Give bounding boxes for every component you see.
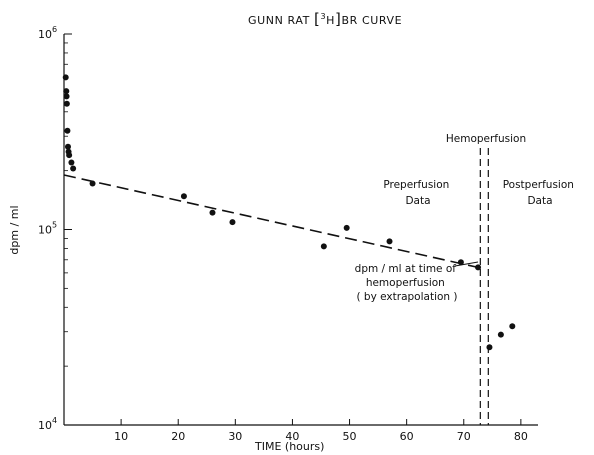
chart-title: GUNN RAT [3H]BR CURVE [248, 10, 402, 28]
x-axis-title: TIME (hours) [254, 440, 324, 453]
extrapolation-note-line1: dpm / ml at time of [355, 263, 457, 275]
hemoperfusion-lines-group [479, 148, 489, 425]
preperfusion-point [475, 264, 482, 271]
preperfusion-point [68, 159, 75, 166]
x-tick-label: 70 [457, 430, 471, 443]
preperfusion-point [386, 238, 393, 245]
preperfusion-point [180, 193, 187, 200]
x-tick-label: 60 [400, 430, 414, 443]
x-tick-label: 20 [171, 430, 185, 443]
preperfusion-point [209, 209, 216, 216]
preperfusion-point [229, 219, 236, 226]
postperfusion-point [509, 323, 516, 330]
preperfusion-point [343, 224, 350, 231]
x-tick-label: 40 [285, 430, 299, 443]
fit-line [63, 174, 479, 269]
y-tick-label: 104 [38, 416, 57, 432]
hemoperfusion-label: Hemoperfusion [446, 133, 526, 145]
fit-line-group [63, 174, 479, 269]
postperfusion-label-line2: Data [527, 195, 552, 207]
preperfusion-label-line2: Data [405, 195, 430, 207]
preperfusion-label: Preperfusion Data [383, 179, 452, 207]
x-tick-label: 10 [114, 430, 128, 443]
extrapolation-note-line3: ( by extrapolation ) [357, 291, 458, 303]
extrapolation-note: dpm / ml at time of hemoperfusion ( by e… [355, 263, 460, 303]
preperfusion-point [70, 165, 77, 172]
extrapolation-pointer [454, 261, 479, 267]
x-tick-label: 50 [343, 430, 357, 443]
preperfusion-point [63, 100, 70, 107]
preperfusion-point [457, 259, 464, 266]
postperfusion-label: Postperfusion Data [503, 179, 578, 207]
x-ticks: 10 20 30 40 50 60 70 80 [114, 419, 528, 443]
x-tick-label: 80 [514, 430, 528, 443]
preperfusion-point [62, 74, 69, 81]
preperfusion-point [63, 93, 70, 100]
preperfusion-point [320, 243, 327, 250]
x-tick-label: 30 [228, 430, 242, 443]
postperfusion-label-line1: Postperfusion [503, 179, 574, 191]
preperfusion-point [66, 152, 73, 159]
y-tick-label: 105 [38, 221, 57, 237]
preperfusion-label-line1: Preperfusion [383, 179, 449, 191]
postperfusion-point [497, 331, 504, 338]
extrapolation-note-line2: hemoperfusion [366, 277, 445, 289]
postperfusion-point [486, 344, 493, 351]
preperfusion-point [63, 88, 70, 95]
preperfusion-point [89, 180, 96, 187]
y-axis-title: dpm / ml [8, 205, 21, 254]
preperfusion-point [64, 143, 71, 150]
y-tick-label: 106 [38, 25, 57, 41]
preperfusion-point [64, 127, 71, 134]
data-points-group [62, 74, 516, 351]
y-ticks: 104 105 106 [38, 25, 72, 432]
